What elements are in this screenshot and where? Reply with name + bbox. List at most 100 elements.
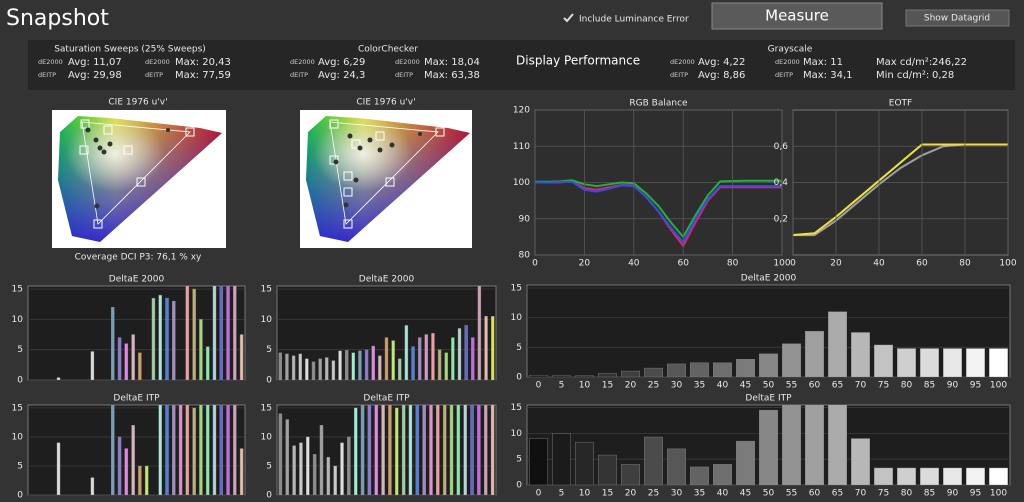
bar	[920, 467, 939, 485]
bar	[431, 333, 435, 380]
bar	[219, 286, 223, 380]
x-tick-label: 90	[947, 489, 959, 499]
chart: DeltaE ITP 0 5 10 15 0 5 10 15 20 25 30 35 40 45 50 55 60…	[511, 394, 1011, 499]
bar	[598, 454, 617, 485]
bar	[411, 346, 415, 380]
metric-kind: dEITP	[38, 71, 56, 79]
plot-area	[27, 285, 246, 381]
x-tick-label: 65	[832, 489, 843, 499]
bar	[874, 467, 893, 485]
bar	[138, 352, 142, 380]
x-tick-label: 45	[740, 489, 751, 499]
bar	[199, 405, 203, 495]
x-tick-label: 100	[990, 381, 1007, 391]
bar	[192, 407, 196, 495]
luminance-checkbox[interactable]: Include Luminance Error	[563, 13, 689, 25]
chart: DeltaE ITP 0 5 10 15	[261, 394, 497, 501]
bar	[457, 328, 462, 380]
stats-title: Saturation Sweeps (25% Sweeps)	[54, 45, 206, 55]
bar	[477, 405, 481, 495]
bar	[391, 340, 395, 380]
x-tick-label: 80	[901, 489, 913, 499]
bar	[897, 467, 916, 485]
bar	[404, 325, 409, 380]
x-tick-label: 60	[916, 259, 928, 269]
metric-value: Max cd/m²:	[876, 57, 932, 68]
bar	[398, 358, 402, 380]
bar	[429, 405, 433, 495]
target-markers	[329, 119, 445, 229]
x-tick-label: 55	[786, 381, 797, 391]
y-tick-label: 5	[17, 345, 23, 355]
bar	[305, 358, 309, 380]
metric-value: Avg: 11,07	[68, 57, 122, 68]
x-tick-label: 0	[536, 381, 542, 391]
y-tick-label: 5	[516, 455, 522, 465]
x-tick-label: 100	[773, 259, 790, 269]
bar	[319, 425, 324, 495]
chart: DeltaE 2000 0 5 10 15 0 5 10 15 20 25 30 35 40 45 50 55 6…	[511, 274, 1011, 391]
bar	[233, 405, 237, 495]
bar	[401, 405, 406, 495]
chart-title: DeltaE ITP	[363, 394, 410, 404]
metric-kind: dE2000	[395, 58, 420, 66]
y-tick-label: 0	[17, 491, 23, 501]
chart: DeltaE ITP 0 5 10 15	[12, 394, 246, 501]
bar	[338, 350, 342, 380]
y-tick-label: 0	[17, 376, 23, 386]
datagrid-button[interactable]: Show Datagrid	[905, 9, 1010, 27]
bar	[165, 405, 169, 495]
chart-title: DeltaE 2000	[109, 275, 165, 285]
bar	[344, 350, 349, 380]
measure-button[interactable]: Measure	[711, 2, 883, 30]
bar	[667, 363, 686, 377]
metric-value: Max: 18,04	[424, 57, 480, 68]
plot	[535, 179, 782, 248]
x-tick-label: 20	[579, 259, 591, 269]
bar	[759, 409, 778, 485]
bar	[333, 465, 337, 495]
check-icon	[563, 13, 574, 23]
bar	[417, 337, 422, 380]
bar	[422, 405, 426, 495]
bar	[158, 405, 162, 495]
metric-kind: dEITP	[670, 71, 688, 79]
bar	[347, 436, 351, 495]
bar	[575, 441, 594, 485]
metric-value: Avg: 6,29	[318, 57, 365, 68]
bar	[158, 294, 162, 380]
bar	[408, 405, 413, 495]
chart: RGB Balance 80 90 100 110 120 0 20 40 60 80 100	[513, 99, 791, 269]
bar	[138, 465, 142, 495]
bar	[471, 337, 475, 380]
bar	[124, 343, 129, 380]
x-tick-label: 40	[628, 259, 640, 269]
series-line	[535, 179, 782, 239]
x-tick-label: 20	[625, 381, 637, 391]
y-tick-label: 80	[519, 251, 531, 261]
bar	[178, 405, 183, 495]
metric-value: 246,22	[932, 57, 967, 68]
y-tick-label: 90	[519, 214, 531, 224]
x-tick-label: 35	[694, 489, 705, 499]
bar	[552, 433, 571, 485]
metric-kind: dEITP	[775, 71, 793, 79]
bar	[442, 405, 447, 495]
x-tick-label: 65	[832, 381, 843, 391]
plot	[529, 311, 1008, 377]
y-tick-label: 10	[511, 429, 523, 439]
metric-value: Max: 34,1	[803, 70, 853, 81]
bar	[364, 349, 369, 380]
bar	[828, 311, 847, 377]
bar	[185, 405, 190, 495]
y-tick-label: 10	[261, 315, 273, 325]
bar	[437, 349, 442, 380]
y-tick-label: 15	[511, 283, 522, 293]
chart-title: DeltaE 2000	[359, 275, 415, 285]
bar	[291, 355, 296, 380]
x-tick-label: 50	[763, 489, 775, 499]
bar	[212, 405, 217, 495]
plot-area	[27, 404, 246, 496]
chart-title: RGB Balance	[629, 99, 688, 109]
bar	[56, 377, 61, 380]
